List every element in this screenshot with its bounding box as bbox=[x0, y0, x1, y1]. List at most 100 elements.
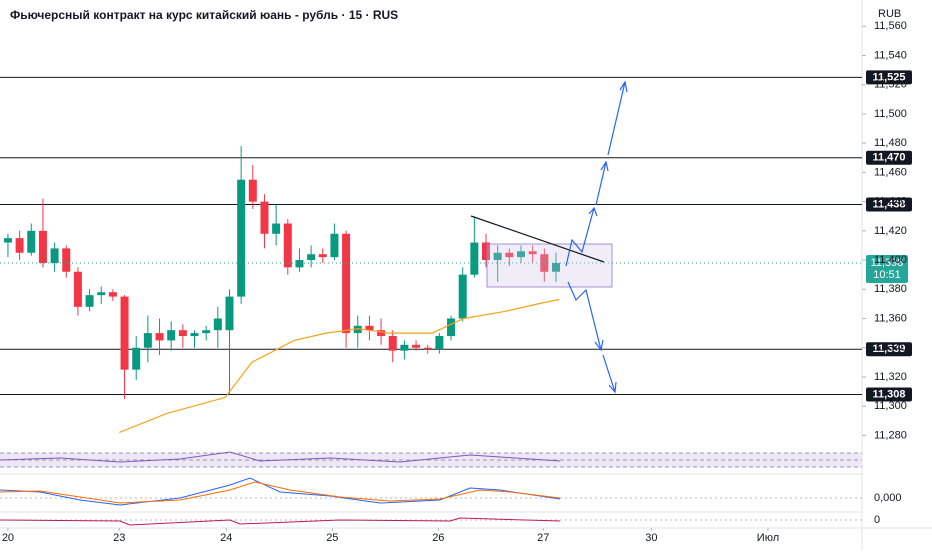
candle-body bbox=[120, 296, 129, 370]
indicator-label: 0 bbox=[874, 514, 880, 526]
range-box bbox=[486, 243, 613, 288]
y-tick-label: 11,460 bbox=[874, 166, 907, 178]
candle-body bbox=[62, 248, 71, 272]
y-tick-label: 11,420 bbox=[874, 225, 907, 237]
candle-body bbox=[50, 248, 59, 263]
level-label-bg bbox=[866, 387, 912, 402]
candle-body bbox=[516, 251, 525, 258]
y-tick-label: 11,300 bbox=[874, 400, 907, 412]
x-tick-label: 26 bbox=[432, 532, 444, 544]
candle-body bbox=[248, 179, 257, 202]
price-labels: 11,525 11,470 11,438 11,339 11,308 11,39810:5… bbox=[866, 70, 912, 402]
x-tick-label: 25 bbox=[326, 532, 338, 544]
level-label-bg bbox=[866, 197, 912, 212]
plot bbox=[0, 76, 862, 434]
candle-body bbox=[155, 333, 164, 341]
candle-body bbox=[377, 330, 386, 337]
level-label-bg bbox=[866, 150, 912, 165]
candle-body bbox=[225, 296, 234, 331]
indicator-panes bbox=[0, 451, 862, 526]
candle-body bbox=[435, 336, 444, 350]
arrow-up bbox=[607, 81, 626, 156]
candle-body bbox=[551, 262, 560, 272]
candle-body bbox=[85, 295, 94, 307]
level-label: 11,470 bbox=[872, 152, 905, 164]
arrow-down bbox=[567, 281, 602, 351]
forecast-arrows bbox=[565, 80, 628, 394]
y-tick-label: 11,280 bbox=[874, 429, 907, 441]
arrow-up bbox=[595, 161, 607, 206]
candle-body bbox=[167, 330, 176, 341]
y-tick-label: 11,320 bbox=[874, 371, 907, 383]
drawings bbox=[470, 80, 628, 394]
candle-body bbox=[353, 325, 362, 334]
candle-body bbox=[97, 292, 106, 296]
x-tick-label: 20 bbox=[2, 532, 14, 544]
candle-body bbox=[27, 230, 36, 253]
candle-body bbox=[493, 252, 502, 261]
candle-body bbox=[3, 238, 12, 243]
candle-body bbox=[342, 233, 351, 334]
candle-body bbox=[73, 271, 82, 307]
third-indicator bbox=[0, 517, 561, 526]
x-tick-label: 24 bbox=[220, 532, 232, 544]
level-label-bg bbox=[866, 70, 912, 85]
rsi-band bbox=[0, 453, 862, 467]
y-tick-label: 11,520 bbox=[874, 79, 907, 91]
candle-body bbox=[143, 333, 152, 348]
arrowhead bbox=[608, 381, 617, 394]
y-tick-label: 11,400 bbox=[874, 254, 907, 266]
y-tick-label: 11,340 bbox=[874, 342, 907, 354]
candle-body bbox=[318, 254, 327, 258]
candle-body bbox=[190, 333, 199, 337]
level-label: 11,339 bbox=[872, 343, 905, 355]
rsi-curve bbox=[0, 451, 561, 463]
arrowhead bbox=[600, 160, 609, 172]
trend-line bbox=[470, 215, 605, 263]
candle-body bbox=[447, 318, 456, 337]
macd-curve bbox=[0, 477, 561, 506]
arrowhead bbox=[594, 339, 604, 352]
last-price-bg bbox=[866, 254, 908, 283]
last-price-time: 10:51 bbox=[873, 269, 901, 281]
x-tick-label: Июл bbox=[757, 532, 779, 544]
candle-body bbox=[272, 223, 281, 234]
arrowhead bbox=[588, 206, 598, 217]
x-tick-label: 30 bbox=[645, 532, 657, 544]
candle-body bbox=[412, 344, 421, 348]
y-tick-label: 11,540 bbox=[874, 49, 907, 61]
candle-body bbox=[307, 254, 316, 261]
arrow-up bbox=[565, 207, 595, 267]
candle-body bbox=[505, 252, 514, 258]
moving-average bbox=[119, 298, 560, 434]
candle-body bbox=[365, 325, 374, 331]
candle-body bbox=[202, 330, 211, 334]
candle-body bbox=[330, 233, 339, 258]
last-price-label: 11,398 bbox=[871, 257, 904, 269]
candle-body bbox=[528, 251, 537, 255]
candle-body bbox=[388, 336, 397, 351]
y-tick-label: 11,440 bbox=[874, 196, 907, 208]
candle-body bbox=[38, 230, 47, 263]
level-label-bg bbox=[866, 342, 912, 357]
candle-body bbox=[178, 330, 187, 337]
candle-body bbox=[108, 292, 117, 297]
candle-body bbox=[400, 344, 409, 351]
x-tick-label: 27 bbox=[537, 532, 549, 544]
level-label: 11,308 bbox=[872, 388, 905, 400]
candle-body bbox=[458, 274, 467, 319]
candle-body bbox=[213, 318, 222, 331]
candle-body bbox=[295, 260, 304, 268]
indicator-label: 0,000 bbox=[874, 492, 902, 504]
level-label: 11,438 bbox=[872, 198, 905, 210]
y-tick-label: 11,360 bbox=[874, 312, 907, 324]
candle-body bbox=[260, 201, 269, 234]
candle-body bbox=[423, 347, 432, 350]
candle-body bbox=[132, 347, 141, 370]
candle-body bbox=[470, 242, 479, 275]
candle-body bbox=[15, 238, 24, 253]
y-tick-label: 11,480 bbox=[874, 137, 907, 149]
signal-curve bbox=[0, 481, 561, 504]
y-tick-label: 11,560 bbox=[874, 20, 907, 32]
